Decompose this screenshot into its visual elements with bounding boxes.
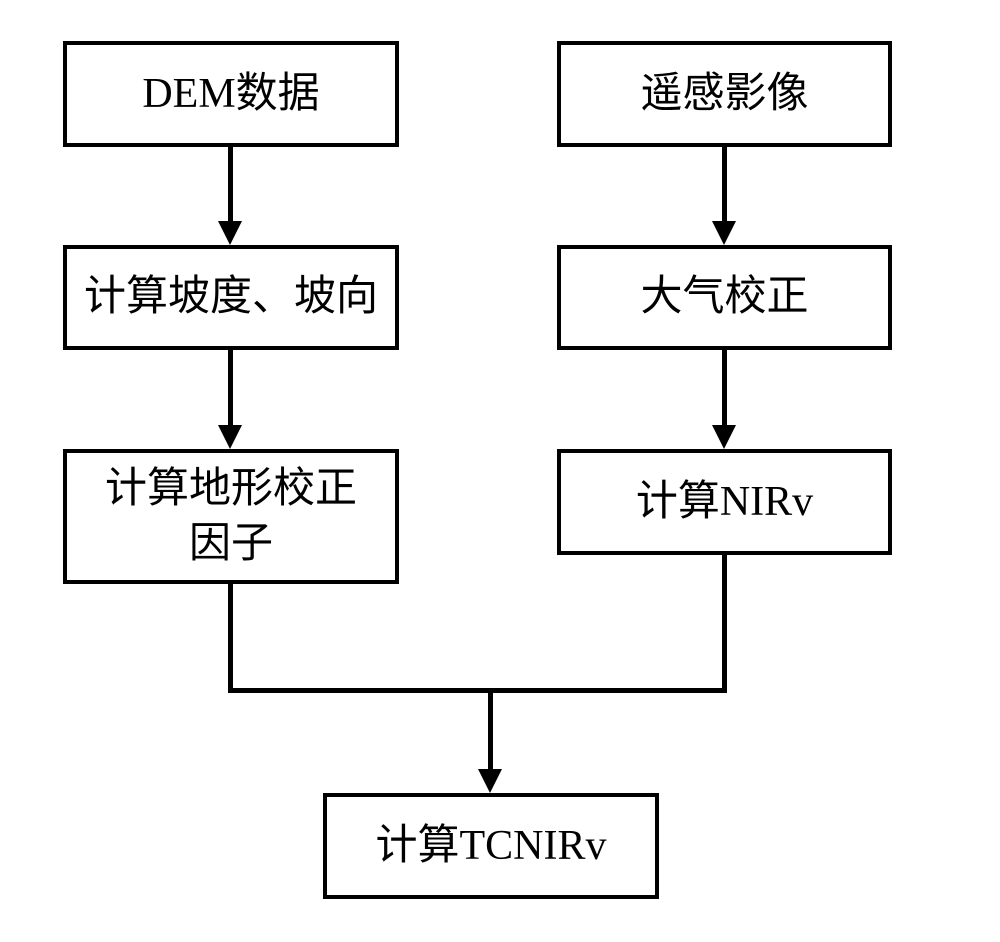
node-atmos-correction: 大气校正 (557, 245, 892, 350)
node-label: 大气校正 (640, 270, 808, 325)
node-calc-nirv: 计算NIRv (557, 449, 892, 555)
node-dem-data: DEM数据 (63, 41, 399, 147)
node-label: 计算坡度、坡向 (84, 270, 378, 325)
node-label: 计算NIRv (636, 475, 813, 530)
edge-merge-to-tcnirv (488, 688, 493, 769)
arrow-head-icon (712, 425, 736, 449)
arrow-head-icon (712, 221, 736, 245)
edge-nirv-down (722, 555, 727, 693)
node-label: 计算TCNIRv (375, 819, 606, 874)
edge-terrain-down (228, 584, 233, 693)
node-slope-aspect: 计算坡度、坡向 (63, 245, 399, 350)
edge-slope-to-terrain (228, 350, 233, 425)
edge-atmos-to-nirv (722, 350, 727, 425)
node-terrain-factor: 计算地形校正 因子 (63, 449, 399, 584)
edge-remote-to-atmos (722, 147, 727, 221)
node-label: 计算地形校正 因子 (105, 462, 357, 571)
node-calc-tcnirv: 计算TCNIRv (323, 793, 659, 899)
edge-dem-to-slope (228, 147, 233, 221)
node-label: DEM数据 (142, 67, 319, 122)
node-remote-sensing: 遥感影像 (557, 41, 892, 147)
node-label: 遥感影像 (640, 67, 808, 122)
arrow-head-icon (218, 221, 242, 245)
arrow-head-icon (218, 425, 242, 449)
edge-merge-horizontal (228, 688, 727, 693)
arrow-head-icon (478, 769, 502, 793)
